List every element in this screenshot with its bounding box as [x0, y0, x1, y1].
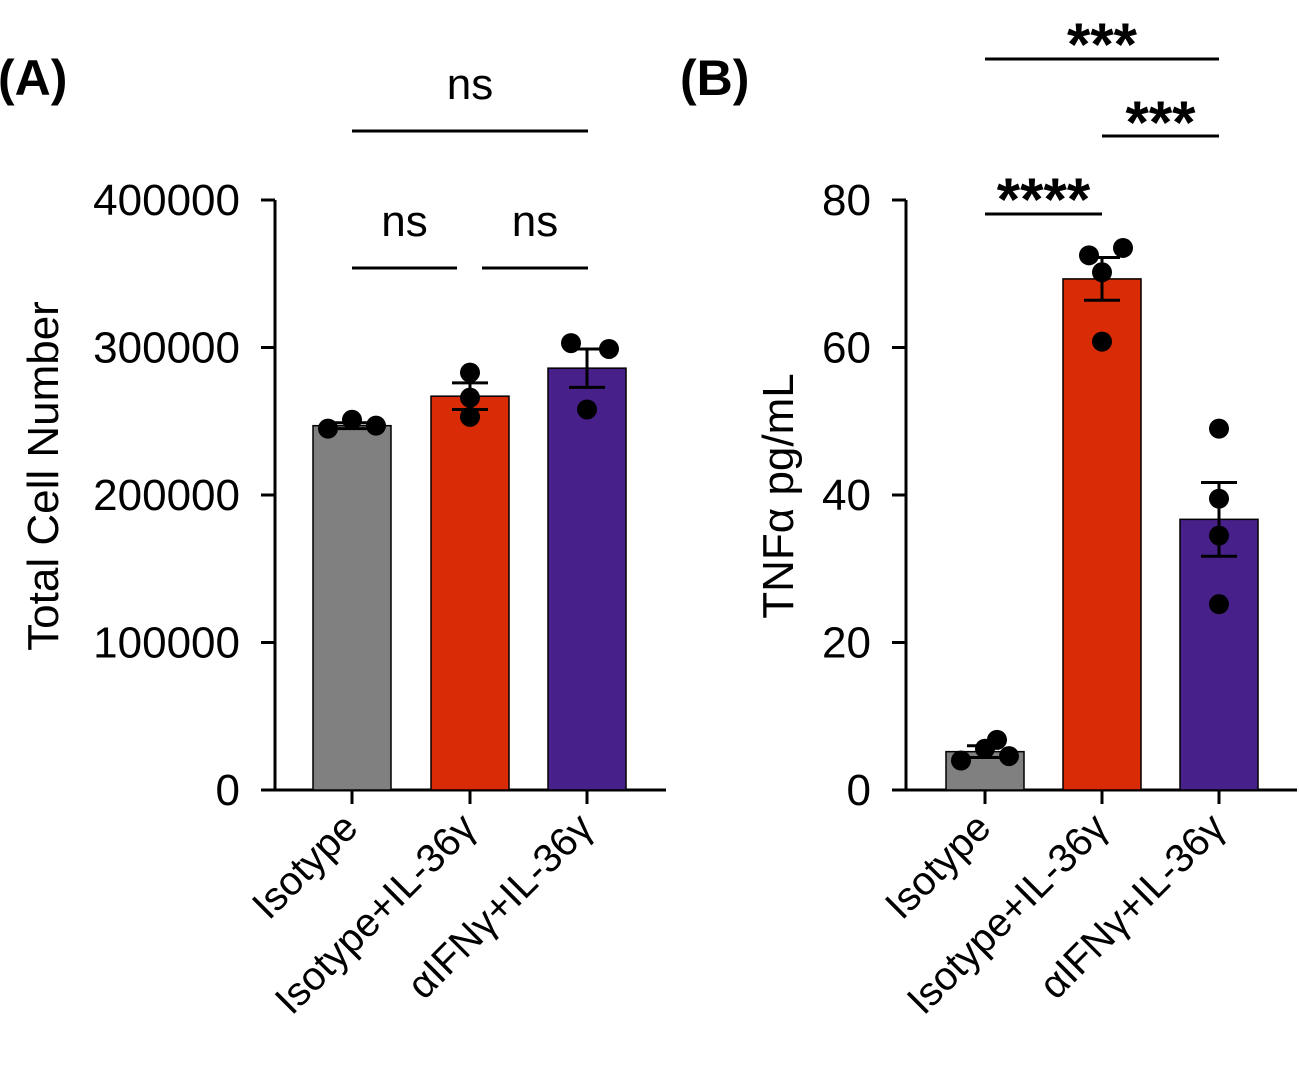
panel-b-y-tick-label: 20 — [822, 619, 871, 668]
panel-b-bar — [1062, 278, 1142, 791]
panel-a-label: (A) — [0, 50, 67, 106]
panel-a-y-axis-title: Total Cell Number — [19, 301, 68, 651]
panel-b-y-tick-label: 60 — [822, 324, 871, 373]
panel-a: (A) Total Cell Number 0 100000 200000 30000… — [0, 50, 666, 1023]
panel-a-bar — [547, 367, 627, 791]
panel-a-data-point — [577, 399, 597, 420]
panel-b-data-point — [1209, 418, 1229, 439]
panel-a-data-point — [366, 415, 386, 436]
panel-a-data-point — [460, 362, 480, 383]
panel-b-data-point — [1079, 245, 1099, 266]
panel-b-y-tick-label: 80 — [822, 176, 871, 225]
panel-b-data-point — [1092, 331, 1112, 352]
panel-b-significance-label: *** — [1125, 89, 1196, 156]
panel-b-significance-label: **** — [997, 166, 1091, 233]
panel-a-bar — [312, 424, 392, 791]
panel-b-data-point — [1092, 262, 1112, 283]
panel-a-data-point — [318, 418, 338, 439]
panel-b-y-tick-label: 0 — [847, 766, 871, 815]
panel-a-y-tick-label: 0 — [216, 766, 240, 815]
panel-a-data-point — [460, 387, 480, 408]
panel-a-y-tick-label: 200000 — [93, 471, 240, 520]
panel-a-marks: 0100000200000300000400000IsotypeIsotype+… — [93, 60, 627, 1023]
panel-a-y-tick-label: 100000 — [93, 619, 240, 668]
panel-b: (B) TNFα pg/mL 020406080IsotypeIsotype+I… — [680, 11, 1297, 1023]
panel-a-bar — [430, 395, 510, 791]
panel-b-data-point — [1209, 594, 1229, 615]
panel-a-data-point — [460, 406, 480, 427]
panel-b-marks: 020406080IsotypeIsotype+IL-36γαIFNγ+IL-3… — [822, 11, 1259, 1023]
panel-b-category-label: Isotype+IL-36γ — [899, 805, 1116, 1022]
panel-a-significance-label: ns — [381, 197, 427, 246]
panel-a-significance-label: ns — [512, 197, 558, 246]
panel-a-category-label: Isotype+IL-36γ — [267, 805, 484, 1022]
panel-b-y-axis-title: TNFα pg/mL — [754, 373, 803, 618]
panel-a-data-point — [342, 409, 362, 430]
panel-b-y-tick-label: 40 — [822, 471, 871, 520]
panel-a-data-point — [561, 333, 581, 354]
panel-b-data-point — [1113, 237, 1133, 258]
panel-b-data-point — [951, 750, 971, 771]
panel-b-data-point — [999, 746, 1019, 767]
panel-a-data-point — [599, 338, 619, 359]
panel-b-data-point — [1209, 488, 1229, 509]
panel-a-y-tick-label: 400000 — [93, 176, 240, 225]
panel-a-y-tick-label: 300000 — [93, 324, 240, 373]
panel-b-bar — [1179, 518, 1259, 791]
panel-b-data-point — [987, 729, 1007, 750]
panel-b-data-point — [1209, 525, 1229, 546]
panel-b-significance-label: *** — [1067, 11, 1138, 78]
panel-b-label: (B) — [680, 50, 749, 106]
panel-a-significance-label: ns — [447, 60, 493, 109]
